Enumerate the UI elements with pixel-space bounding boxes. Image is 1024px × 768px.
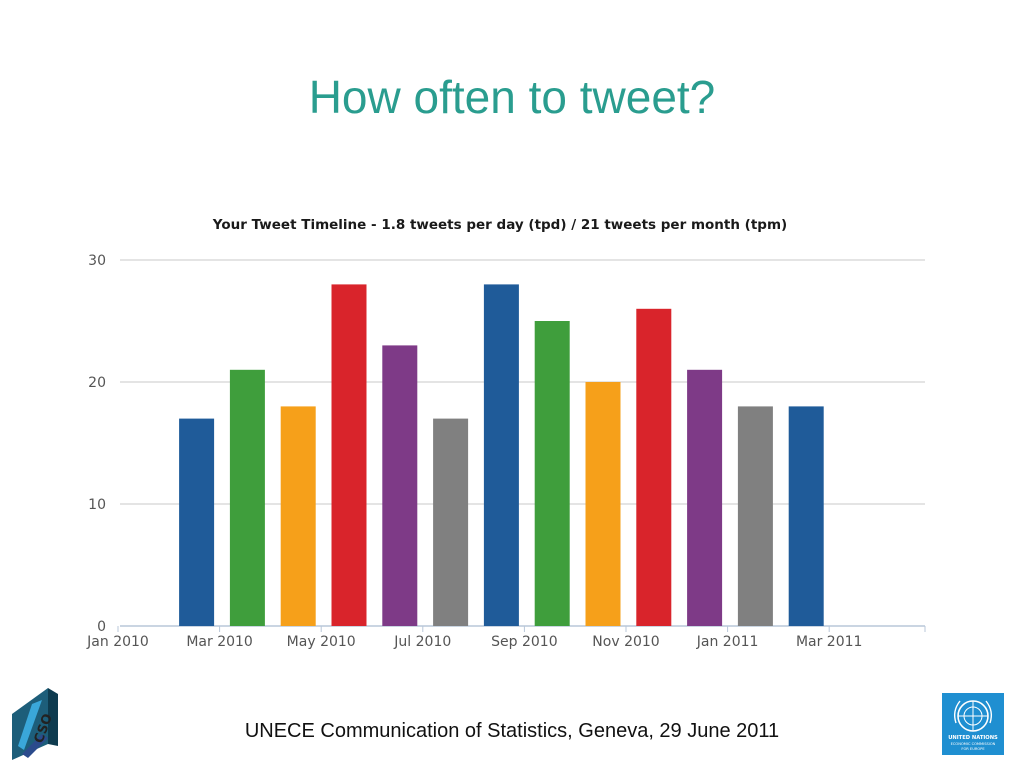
y-axis-ticks: 0 10 20 30 xyxy=(88,253,106,635)
x-tick-label: Mar 2011 xyxy=(796,634,863,650)
bar xyxy=(483,284,519,626)
svg-text:FOR EUROPE: FOR EUROPE xyxy=(961,747,985,751)
bar xyxy=(687,369,723,626)
x-tick-label: Jul 2010 xyxy=(393,634,451,650)
bar xyxy=(433,418,469,626)
unece-logo: UNITED NATIONS ECONOMIC COMMISSION FOR E… xyxy=(942,693,1004,755)
bars-group xyxy=(179,284,824,626)
bar xyxy=(636,308,672,626)
y-tick-label: 30 xyxy=(88,253,106,269)
bar xyxy=(229,369,265,626)
tweet-timeline-chart: Your Tweet Timeline - 1.8 tweets per day… xyxy=(86,217,926,650)
slide-title: How often to tweet? xyxy=(308,71,716,123)
x-tick-label: Mar 2010 xyxy=(186,634,253,650)
x-axis-ticks: Jan 2010 Mar 2010 May 2010 Jul 2010 Sep 2010… xyxy=(86,626,926,650)
bar xyxy=(280,406,316,626)
bar xyxy=(179,418,215,626)
chart-title: Your Tweet Timeline - 1.8 tweets per day… xyxy=(212,217,787,233)
x-tick-label: May 2010 xyxy=(287,634,356,650)
bar xyxy=(331,284,367,626)
bar xyxy=(585,382,621,626)
y-tick-label: 0 xyxy=(97,619,106,635)
y-tick-label: 20 xyxy=(88,375,106,391)
x-tick-label: Nov 2010 xyxy=(592,634,659,650)
cso-logo: CSO xyxy=(12,688,58,760)
x-tick-label: Jan 2010 xyxy=(86,634,149,650)
bar xyxy=(534,321,570,626)
x-tick-label: Sep 2010 xyxy=(491,634,557,650)
x-tick-label: Jan 2011 xyxy=(696,634,759,650)
bar xyxy=(788,406,824,626)
bar xyxy=(382,345,418,626)
y-tick-label: 10 xyxy=(88,497,106,513)
svg-text:UNITED NATIONS: UNITED NATIONS xyxy=(948,735,998,741)
slide-footer: UNECE Communication of Statistics, Genev… xyxy=(244,720,780,742)
svg-text:ECONOMIC COMMISSION: ECONOMIC COMMISSION xyxy=(951,742,996,746)
bar xyxy=(737,406,773,626)
